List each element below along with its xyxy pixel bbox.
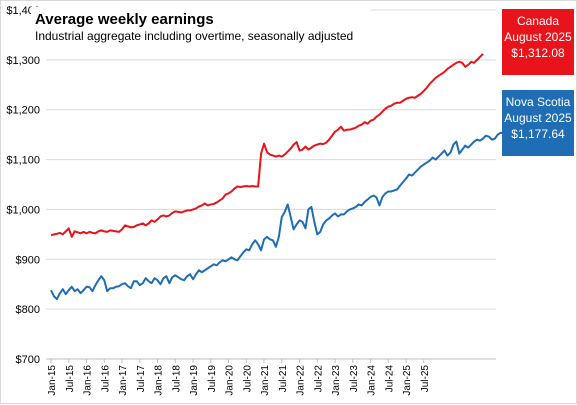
x-tick-label: Jul-23 [349, 365, 360, 393]
x-tick-label: Jan-25 [402, 365, 413, 396]
grid-lines [46, 9, 496, 360]
x-tick-label: Jan-24 [367, 365, 378, 396]
legend-canada-callout: Canada August 2025 $1,312.08 [502, 9, 574, 75]
y-tick-label: $900 [16, 254, 40, 266]
x-tick-label: Jul-19 [207, 365, 218, 393]
x-tick-label: Jul-22 [313, 365, 324, 393]
chart-subtitle: Industrial aggregate including overtime,… [35, 29, 353, 43]
x-tick-label: Jul-16 [100, 365, 111, 393]
x-tick-label: Jul-15 [65, 365, 76, 393]
x-tick-label: Jul-20 [242, 365, 253, 393]
x-tick-label: Jan-21 [260, 365, 271, 396]
legend-canada-value: $1,312.08 [511, 46, 565, 60]
x-tick-label: Jan-20 [225, 365, 236, 396]
title-backdrop [31, 7, 371, 47]
x-tick-label: Jul-17 [136, 365, 147, 393]
series-line-nova-scotia [50, 120, 511, 301]
legend-canada-date: August 2025 [504, 30, 572, 44]
legend-nova-scotia-date: August 2025 [504, 111, 572, 125]
y-tick-label: $1,200 [6, 105, 40, 117]
x-axis-ticks: Jan-15 Jul-15 Jan-16 Jul-16 Jan-17 Jul-17 Jan-… [47, 359, 431, 396]
legend-nova-scotia-callout: Nova Scotia August 2025 $1,177.64 [502, 90, 574, 156]
chart-title: Average weekly earnings [35, 11, 214, 28]
x-tick-label: Jul-18 [171, 365, 182, 393]
x-tick-label: Jan-18 [154, 365, 165, 396]
x-tick-label: Jan-19 [189, 365, 200, 396]
x-tick-label: Jan-17 [118, 365, 129, 396]
legend-nova-scotia-value: $1,177.64 [511, 127, 565, 141]
y-tick-label: $1,100 [6, 155, 40, 167]
y-tick-label: $800 [16, 304, 40, 316]
y-tick-label: $1,300 [6, 55, 40, 67]
x-tick-label: Jan-22 [296, 365, 307, 396]
x-tick-label: Jan-15 [47, 365, 58, 396]
y-axis-ticks: $700$800$900$1,000$1,100$1,200$1,300$1,4… [6, 5, 40, 366]
x-tick-label: Jul-25 [420, 365, 431, 393]
legend-canada-name: Canada [516, 14, 560, 28]
series-line-canada [50, 53, 484, 238]
legend-nova-scotia-name: Nova Scotia [505, 95, 571, 109]
x-tick-label: Jan-23 [331, 365, 342, 396]
series-lines [50, 53, 511, 301]
x-tick-label: Jan-16 [83, 365, 94, 396]
y-tick-label: $700 [16, 354, 40, 366]
x-tick-label: Jul-24 [384, 365, 395, 393]
x-tick-label: Jul-21 [278, 365, 289, 393]
y-tick-label: $1,000 [6, 204, 40, 216]
